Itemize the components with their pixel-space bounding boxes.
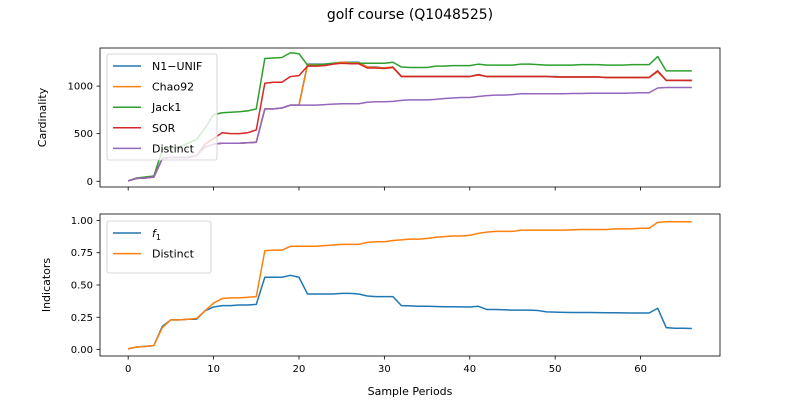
y-tick-label: 0.00 [71,345,93,356]
x-tick-label: 60 [634,364,647,375]
cardinality-x-ticks [127,187,641,191]
series-line-0-3 [127,62,692,182]
legend-label: SOR [152,122,176,135]
legend-label: f1 [152,227,161,242]
cardinality-y-axis-label: Cardinality [36,87,49,147]
series-line-1-0 [128,274,692,350]
legend-label: Distinct [152,248,195,261]
x-tick-label: 30 [378,364,391,375]
indicators-x-ticks: 0 10 20 30 40 50 60 [125,356,647,375]
x-axis-label: Sample Periods [368,385,453,398]
legend-frame [106,220,212,274]
indicators-y-ticks: 0.00 0.25 0.50 0.75 1.00 [71,216,100,356]
y-tick-label: 0.50 [71,281,93,292]
x-tick-label: 20 [293,364,306,375]
y-tick-label: 0.25 [71,313,93,324]
legend-label: N1−UNIF [152,60,202,73]
cardinality-y-ticks: 0 500 1000 [68,82,100,188]
figure-title: golf course (Q1048525) [327,7,493,23]
series-line-1-1 [128,221,692,350]
indicators-legend: f1 Distinct [106,220,212,274]
indicators-series-lines [128,221,692,350]
y-tick-label: 0 [87,177,93,188]
indicators-plot: 0 10 20 30 40 50 60 0.00 0.25 0.50 0.75 1.00 Indic… [40,213,721,398]
legend-label: Jack1 [151,101,181,114]
cardinality-series-lines [127,52,692,182]
series-line-0-4 [127,86,692,182]
legend-label: Distinct [152,142,195,155]
y-tick-label: 1.00 [71,216,93,227]
cardinality-plot-frame [99,47,721,188]
series-line-0-2 [127,52,692,182]
cardinality-plot: 0 500 1000 Cardinality N1−UNIF Chao92 Jack1 S… [36,47,721,191]
x-tick-label: 40 [463,364,476,375]
y-tick-label: 500 [74,129,93,140]
x-tick-label: 10 [207,364,220,375]
x-tick-label: 50 [549,364,562,375]
indicators-y-axis-label: Indicators [40,258,53,313]
y-tick-label: 0.75 [71,248,93,259]
x-tick-label: 0 [125,364,131,375]
legend-frame [106,53,218,161]
legend-label: Chao92 [152,81,194,94]
y-tick-label: 1000 [68,82,93,93]
cardinality-legend: N1−UNIF Chao92 Jack1 SOR Distinct [106,53,218,161]
